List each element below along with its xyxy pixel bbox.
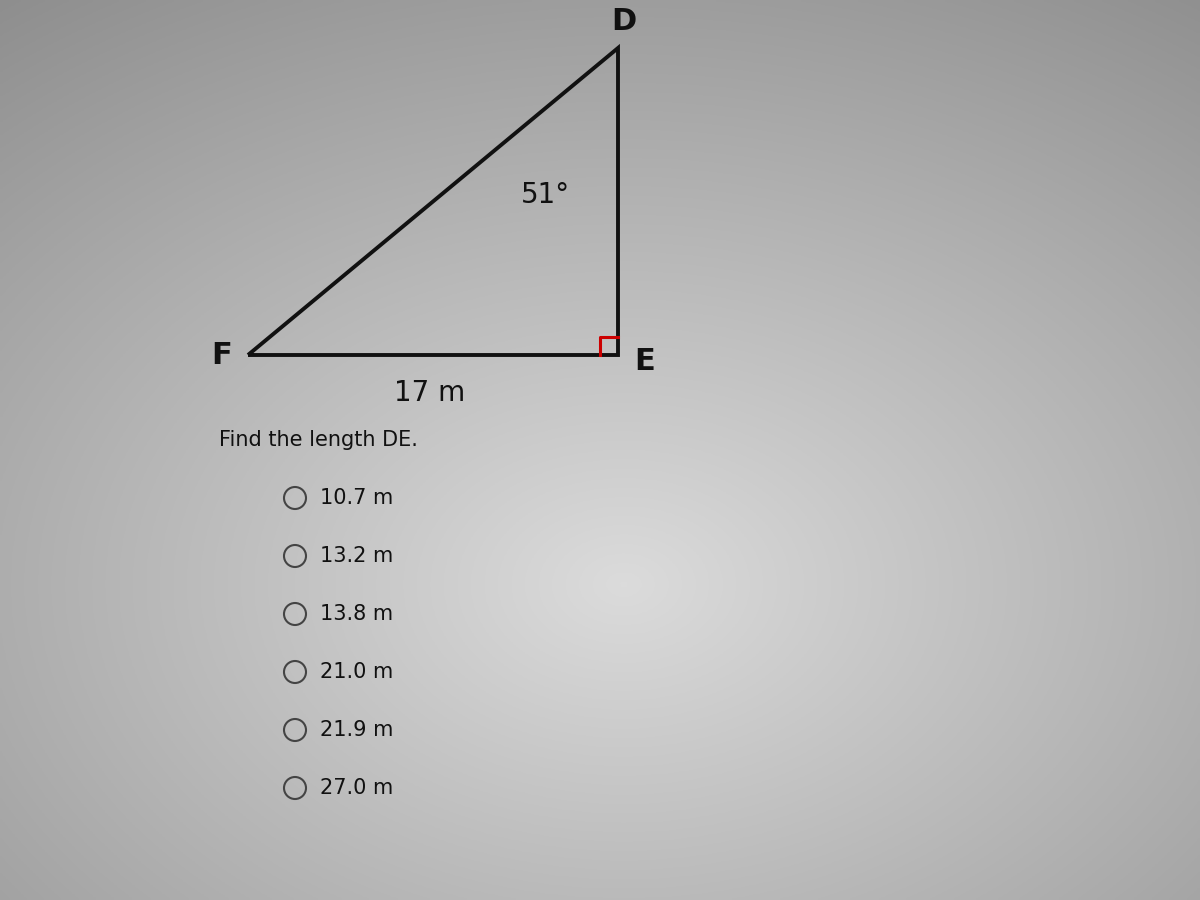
Text: 13.8 m: 13.8 m bbox=[320, 604, 394, 624]
Text: 51°: 51° bbox=[521, 181, 570, 209]
Text: E: E bbox=[635, 347, 655, 376]
Text: D: D bbox=[611, 7, 637, 37]
Text: F: F bbox=[211, 340, 233, 370]
Text: 17 m: 17 m bbox=[395, 379, 466, 407]
Text: 27.0 m: 27.0 m bbox=[320, 778, 394, 798]
Text: 21.9 m: 21.9 m bbox=[320, 720, 394, 740]
Text: 13.2 m: 13.2 m bbox=[320, 546, 394, 566]
Text: 21.0 m: 21.0 m bbox=[320, 662, 394, 682]
Text: 10.7 m: 10.7 m bbox=[320, 488, 394, 508]
Text: Find the length DE.: Find the length DE. bbox=[220, 430, 418, 450]
